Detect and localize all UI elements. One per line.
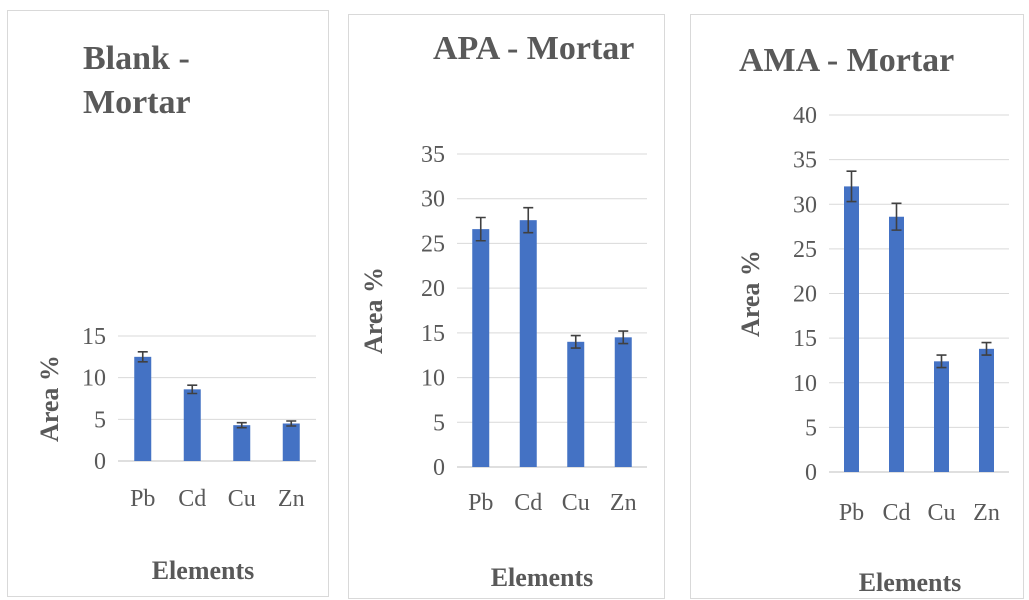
y-tick-label-ama-5: 5 (805, 415, 817, 441)
y-axis-title-apa: Area % (359, 267, 388, 354)
y-tick-label-apa-0: 0 (433, 455, 445, 481)
y-tick-label-blank-0: 0 (94, 449, 106, 475)
x-tick-label-blank-cd: Cd (178, 486, 206, 512)
x-axis-title-blank: Elements (152, 556, 255, 585)
x-tick-label-blank-cu: Cu (228, 486, 256, 512)
y-tick-label-ama-10: 10 (793, 371, 817, 397)
x-tick-label-apa-cu: Cu (562, 490, 590, 516)
chart-title-blank-line-1: Mortar (83, 84, 191, 121)
y-tick-label-ama-40: 40 (793, 103, 817, 129)
error-bar-blank-pb (137, 351, 148, 363)
y-tick-label-apa-30: 30 (421, 187, 445, 213)
error-bar-blank-zn (286, 420, 297, 427)
bar-apa-cd (519, 220, 537, 467)
y-axis-title-blank: Area % (35, 355, 64, 442)
y-tick-label-apa-35: 35 (421, 142, 445, 168)
chart-svg-apa: APA - Mortar 0 5 10 15 20 25 30 35 Pb Cd Cu Zn Area %… (359, 30, 647, 592)
bar-blank-cd (183, 389, 201, 461)
bar-ama-cd (889, 216, 904, 472)
error-bar-apa-cd (523, 206, 534, 234)
chart-title-apa-line-0: APA - Mortar (433, 30, 634, 67)
x-tick-label-ama-pb: Pb (839, 500, 864, 526)
bar-blank-zn (282, 423, 300, 461)
chart-svg-blank: Blank - Mortar 0 5 10 15 Pb Cd Cu Zn Area % Element… (35, 40, 316, 585)
x-tick-label-ama-cd: Cd (882, 500, 910, 526)
y-tick-label-ama-20: 20 (793, 282, 817, 308)
y-tick-label-apa-25: 25 (421, 231, 445, 257)
bar-apa-pb (472, 229, 490, 467)
y-tick-label-ama-0: 0 (805, 460, 817, 486)
bar-ama-pb (844, 186, 859, 472)
y-tick-label-blank-10: 10 (82, 366, 106, 392)
y-tick-label-blank-5: 5 (94, 407, 106, 433)
x-tick-label-blank-pb: Pb (130, 486, 155, 512)
y-tick-label-blank-15: 15 (82, 324, 106, 350)
bar-blank-cu (233, 425, 251, 461)
y-tick-label-apa-10: 10 (421, 366, 445, 392)
y-tick-label-apa-5: 5 (433, 410, 445, 436)
y-tick-label-apa-20: 20 (421, 276, 445, 302)
error-bar-apa-pb (475, 216, 486, 242)
error-bar-ama-cu (936, 354, 947, 369)
x-tick-label-blank-zn: Zn (278, 486, 305, 512)
x-axis-title-apa: Elements (491, 563, 594, 592)
chart-panel-blank: Blank - Mortar 0 5 10 15 Pb Cd Cu Zn Area % Element… (7, 10, 329, 597)
y-tick-label-ama-15: 15 (793, 326, 817, 352)
error-bar-ama-cd (891, 202, 902, 231)
chart-svg-ama: AMA - Mortar 0 5 10 15 20 25 30 35 40 Pb Cd Cu Zn Area… (736, 42, 1009, 597)
bar-apa-zn (614, 337, 632, 467)
y-tick-label-ama-25: 25 (793, 237, 817, 263)
x-tick-label-apa-zn: Zn (610, 490, 637, 516)
bar-blank-pb (134, 356, 152, 461)
x-tick-label-ama-cu: Cu (927, 500, 955, 526)
chart-title-ama-line-0: AMA - Mortar (739, 42, 954, 79)
error-bar-blank-cd (187, 384, 198, 395)
y-axis-title-ama: Area % (736, 250, 765, 337)
error-bar-apa-cu (570, 334, 581, 349)
x-axis-title-ama: Elements (859, 568, 962, 597)
x-tick-label-apa-cd: Cd (514, 490, 542, 516)
bar-apa-cu (567, 341, 585, 467)
chart-panel-ama: AMA - Mortar 0 5 10 15 20 25 30 35 40 Pb Cd Cu Zn Area… (690, 14, 1024, 599)
bar-ama-cu (934, 361, 949, 472)
chart-panel-apa: APA - Mortar 0 5 10 15 20 25 30 35 Pb Cd Cu Zn Area %… (348, 14, 665, 599)
error-bar-apa-zn (618, 330, 629, 345)
y-tick-label-ama-30: 30 (793, 192, 817, 218)
error-bar-ama-zn (981, 341, 992, 356)
x-tick-label-apa-pb: Pb (468, 490, 493, 516)
y-tick-label-apa-15: 15 (421, 321, 445, 347)
bar-ama-zn (979, 348, 994, 472)
y-tick-label-ama-35: 35 (793, 148, 817, 174)
error-bar-ama-pb (846, 170, 857, 203)
error-bar-blank-cu (236, 421, 247, 429)
chart-title-blank-line-0: Blank - (83, 40, 190, 77)
x-tick-label-ama-zn: Zn (973, 500, 1000, 526)
